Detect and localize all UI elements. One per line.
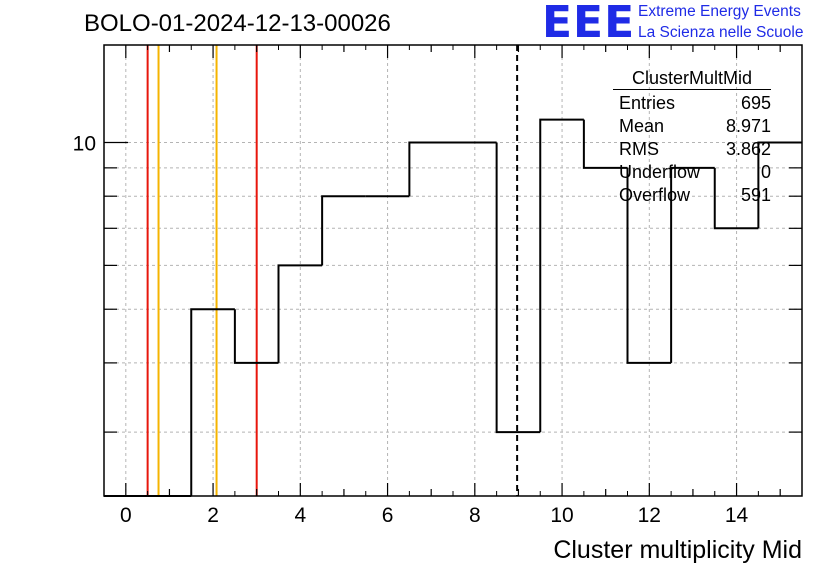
- stats-value: 695: [740, 93, 771, 113]
- stats-title: ClusterMultMid: [613, 67, 771, 90]
- x-tick-label: 2: [207, 504, 219, 527]
- x-tick-label: 8: [469, 504, 481, 527]
- stats-label: Mean: [619, 116, 665, 136]
- x-tick-label: 4: [294, 504, 306, 527]
- histogram-bin: [626, 167, 672, 364]
- histogram-bin: [713, 167, 759, 230]
- stats-row-underflow: Underflow 0: [609, 161, 775, 184]
- stats-row-overflow: Overflow 591: [609, 184, 775, 207]
- chart-title: BOLO-01-2024-12-13-00026: [84, 10, 391, 37]
- logo-line-1: Extreme Energy Events: [638, 3, 801, 20]
- stats-value: 591: [740, 185, 771, 205]
- x-tick-label: 14: [725, 504, 749, 527]
- histogram-bin: [539, 118, 584, 433]
- stats-row-entries: Entries 695: [609, 92, 775, 115]
- stats-row-mean: Mean 8.971: [609, 115, 775, 138]
- histogram-bin: [277, 264, 323, 363]
- stats-value: 8.971: [725, 116, 771, 136]
- stats-label: RMS: [619, 139, 659, 159]
- x-tick-label: 12: [638, 504, 661, 527]
- x-axis-label: Cluster multiplicity Mid: [553, 536, 802, 564]
- histogram-bin: [408, 141, 453, 197]
- eee-logo: EEE: [542, 0, 636, 48]
- axes-layer: 0 2 4 6 8 10 12 14 10: [73, 44, 803, 527]
- y-tick-label: 10: [73, 133, 96, 156]
- stats-value: 0: [760, 162, 771, 182]
- stats-box: ClusterMultMid Entries 695 Mean 8.971 RM…: [609, 67, 775, 207]
- histogram-bin: [233, 309, 279, 364]
- stats-label: Overflow: [619, 185, 691, 205]
- x-tick-label: 10: [550, 504, 573, 527]
- stats-value: 3.862: [725, 139, 771, 159]
- histogram-bin: [495, 142, 541, 434]
- stats-label: Underflow: [619, 162, 701, 182]
- histogram-bin: [582, 119, 628, 169]
- stats-label: Entries: [619, 93, 676, 113]
- histogram-bin: [190, 308, 235, 496]
- histogram-bin: [321, 195, 366, 266]
- x-tick-label: 0: [120, 504, 132, 527]
- reference-lines-layer: [146, 45, 519, 496]
- histogram-bin: [670, 166, 715, 363]
- x-tick-label: 6: [382, 504, 394, 527]
- logo-line-2: La Scienza nelle Scuole: [638, 24, 804, 41]
- stats-row-rms: RMS 3.862: [609, 138, 775, 161]
